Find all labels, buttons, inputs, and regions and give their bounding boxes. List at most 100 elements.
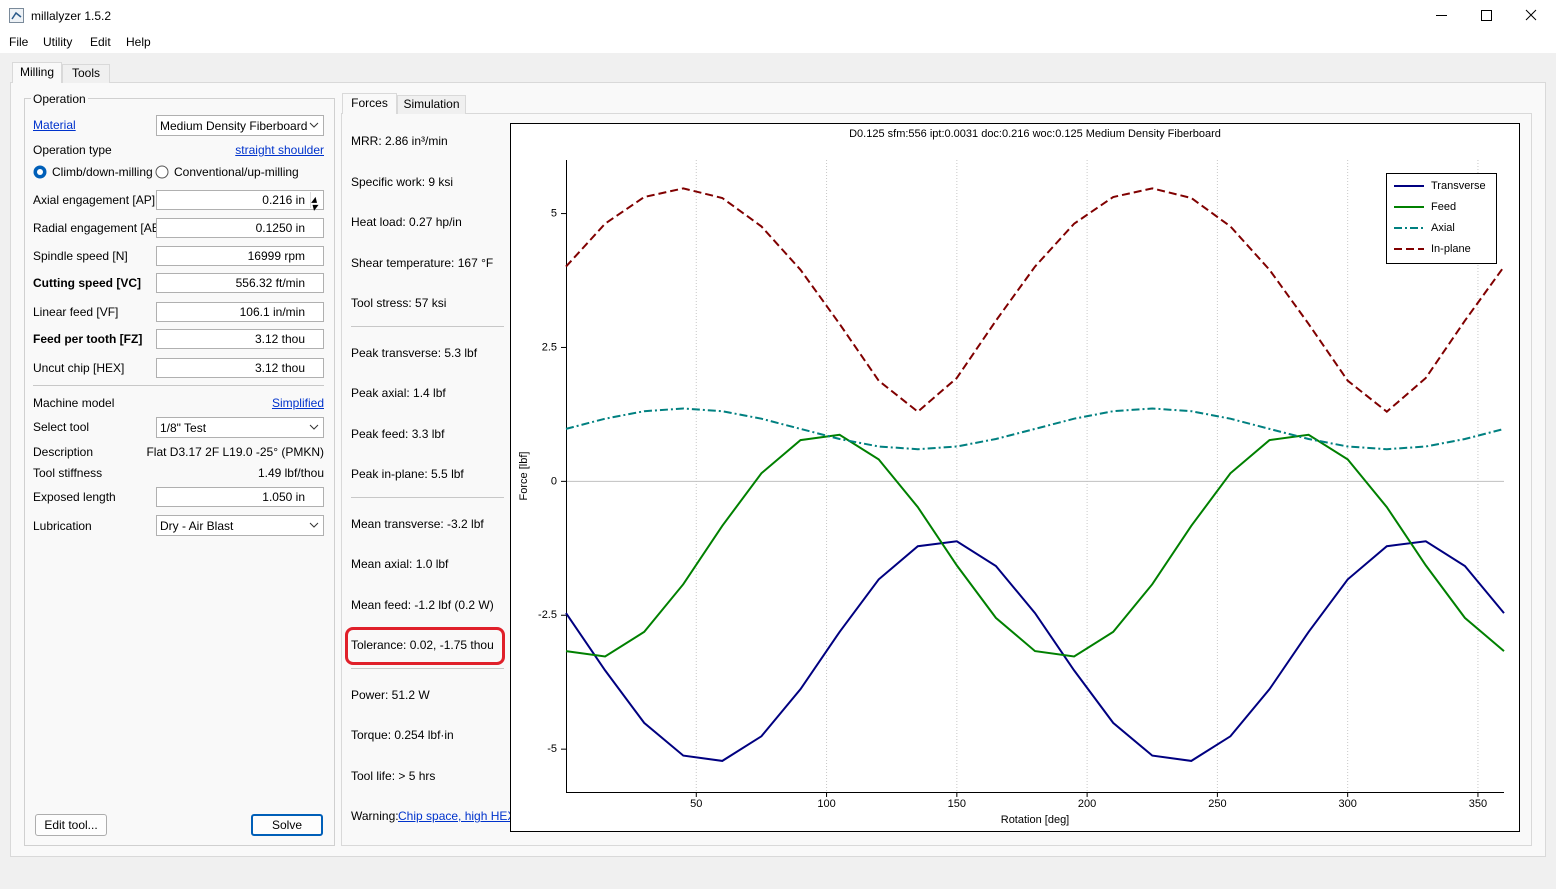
title-bar: [0, 0, 1556, 31]
label: Linear feed [VF]: [33, 305, 119, 319]
result-line: Peak in-plane: 5.5 lbf: [351, 467, 464, 481]
legend-label: Feed: [1431, 201, 1456, 213]
y-axis-label: Force [lbf]: [518, 452, 530, 501]
spin-box[interactable]: 3.12 thou: [156, 358, 324, 378]
spin-box[interactable]: 1.050 in: [156, 487, 324, 507]
menu-item[interactable]: Edit: [90, 35, 111, 49]
series-line: [565, 187, 1505, 413]
result-line: Tolerance: 0.02, -1.75 thou: [351, 638, 494, 652]
tool-combo[interactable]: 1/8" Test: [156, 417, 324, 438]
separator: [33, 385, 324, 386]
radio-checked[interactable]: [33, 165, 47, 179]
value: Flat D3.17 2F L19.0 -25° (PMKN): [146, 445, 324, 459]
tab[interactable]: Simulation: [397, 95, 466, 114]
operation-type-link[interactable]: straight shoulder: [235, 143, 324, 157]
group-title: Operation: [31, 91, 88, 107]
y-tick-label: 5: [551, 207, 557, 219]
result-line: Mean transverse: -3.2 lbf: [351, 517, 484, 531]
material-combo[interactable]: Medium Density Fiberboard: [156, 115, 324, 136]
result-line: Tool life: > 5 hrs: [351, 769, 436, 783]
spin-value: 3.12 thou: [254, 361, 305, 375]
edit-tool-button[interactable]: Edit tool...: [35, 814, 107, 836]
x-tick-label: 350: [1469, 798, 1487, 810]
menu-item[interactable]: Utility: [43, 35, 73, 49]
x-axis-label: Rotation [deg]: [1001, 814, 1070, 826]
label: Radial engagement [AE]: [33, 221, 164, 235]
result-line: Mean axial: 1.0 lbf: [351, 557, 449, 571]
spin-value: 0.1250 in: [255, 221, 305, 235]
result-line: Mean feed: -1.2 lbf (0.2 W): [351, 598, 494, 612]
spin-value: 106.1 in/min: [239, 305, 305, 319]
series-line: [565, 407, 1505, 451]
menu-item[interactable]: Help: [126, 35, 151, 49]
label: Select tool: [33, 420, 90, 434]
y-tick-label: 2.5: [542, 341, 557, 353]
label: Tool stiffness: [33, 466, 103, 480]
machine-model-link[interactable]: Simplified: [271, 396, 324, 410]
label: Operation type: [33, 143, 112, 157]
spin-box[interactable]: 16999 rpm: [156, 246, 324, 266]
lubrication-combo[interactable]: Dry - Air Blast: [156, 515, 324, 536]
label: Uncut chip [HEX]: [33, 361, 125, 375]
result-line: Torque: 0.254 lbf·in: [351, 728, 454, 742]
label: Cutting speed [VC]: [33, 276, 141, 290]
spin-value: 3.12 thou: [254, 332, 305, 346]
spin-box[interactable]: 556.32 ft/min: [156, 273, 324, 293]
chart: D0.125 sfm:556 ipt:0.0031 doc:0.216 woc:…: [510, 123, 1520, 832]
x-tick-label: 150: [948, 798, 966, 810]
result-line: Shear temperature: 167 °F: [351, 256, 494, 270]
legend-label: Axial: [1431, 222, 1455, 234]
legend-label: In-plane: [1431, 243, 1471, 255]
chart-frame: [510, 123, 1520, 832]
legend-box: [1386, 173, 1497, 264]
spin-box[interactable]: 3.12 thou: [156, 329, 324, 349]
tab[interactable]: Forces: [342, 93, 397, 114]
spin-value: 16999 rpm: [247, 249, 305, 263]
result-line: MRR: 2.86 in³/min: [351, 134, 448, 148]
material-link[interactable]: Material: [33, 118, 76, 132]
combo-value: Medium Density Fiberboard: [160, 119, 308, 133]
label: Lubrication: [33, 519, 92, 533]
value: 1.49 lbf/thou: [257, 466, 324, 480]
highlight: [345, 627, 505, 665]
spin-value: 1.050 in: [262, 490, 305, 504]
chart-title: D0.125 sfm:556 ipt:0.0031 doc:0.216 woc:…: [849, 128, 1221, 140]
separator: [351, 668, 504, 669]
combo-value: 1/8" Test: [160, 421, 207, 435]
radio-label: Climb/down-milling: [52, 165, 153, 179]
menu-item[interactable]: File: [9, 35, 29, 49]
label: Feed per tooth [FZ]: [33, 332, 143, 346]
spin-box[interactable]: 106.1 in/min: [156, 302, 324, 322]
close[interactable]: [1525, 9, 1537, 21]
legend-label: Transverse: [1431, 180, 1486, 192]
x-tick-label: 50: [690, 798, 702, 810]
warning-label: Warning:: [351, 809, 399, 823]
x-tick-label: 250: [1208, 798, 1226, 810]
warning-link[interactable]: Chip space, high HEX.: [398, 809, 519, 823]
spin-box[interactable]: 0.1250 in: [156, 218, 324, 238]
result-line: Peak axial: 1.4 lbf: [351, 386, 446, 400]
result-line: Peak transverse: 5.3 lbf: [351, 346, 478, 360]
spin-value: 556.32 ft/min: [235, 276, 305, 290]
series-line: [565, 540, 1505, 762]
x-tick-label: 200: [1078, 798, 1096, 810]
label: Description: [33, 445, 94, 459]
maximize[interactable]: [1481, 10, 1492, 21]
x-tick-label: 300: [1338, 798, 1356, 810]
window-title: millalyzer 1.5.2: [31, 9, 112, 23]
x-tick-label: 100: [817, 798, 835, 810]
spin-box[interactable]: 0.216 in ▴ ▾: [156, 190, 324, 214]
label: Axial engagement [AP]: [33, 193, 156, 207]
tab[interactable]: Tools: [62, 64, 110, 83]
y-tick-label: -2.5: [538, 609, 557, 621]
radio-unchecked[interactable]: [155, 165, 169, 179]
result-line: Peak feed: 3.3 lbf: [351, 427, 445, 441]
label: Machine model: [33, 396, 115, 410]
solve-button[interactable]: Solve: [251, 814, 323, 836]
group-box: [24, 98, 335, 846]
tab[interactable]: Milling: [12, 62, 62, 83]
result-line: Specific work: 9 ksi: [351, 175, 454, 189]
label: Spindle speed [N]: [33, 249, 128, 263]
window-controls[interactable]: [1420, 0, 1556, 31]
